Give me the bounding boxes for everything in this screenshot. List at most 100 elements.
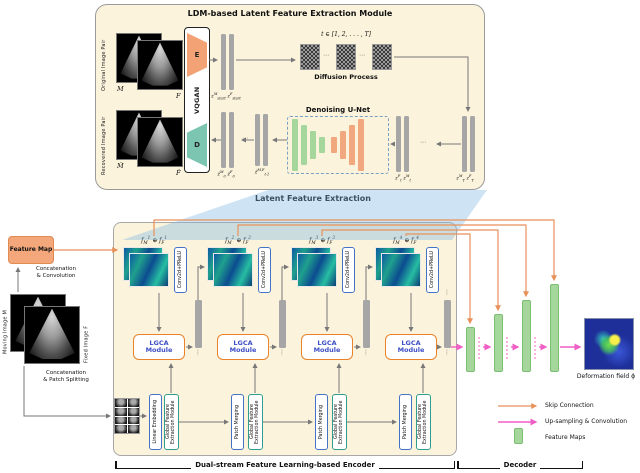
encoder-bracket: Dual-stream Feature Learning-based Encod…: [115, 457, 455, 469]
conv-prelu-label: Conv2d+PReLU: [261, 251, 267, 289]
patch-cell: [115, 416, 127, 425]
vertical-ellipsis: ⋮: [279, 349, 285, 356]
decoder-bracket: Decoder: [457, 457, 584, 469]
original-fixed-image: [137, 40, 183, 90]
feature-fusion-label: fM4 ⊕ fF4: [393, 235, 419, 246]
patch-merging-label: Patch Merging: [318, 404, 324, 440]
bracket-tick: [453, 461, 455, 469]
vertical-ellipsis: ⋮: [444, 289, 450, 296]
lgca-line1: LGCA: [401, 338, 421, 347]
conv-prelu-label: Conv2d+PReLU: [345, 251, 351, 289]
lgca-module: LGCA Module: [133, 334, 185, 360]
unet-feature-bar: [301, 125, 307, 165]
concat-patch-label: Concatenation & Patch Splitting: [30, 370, 102, 384]
patch-merging-label: Patch Merging: [234, 404, 240, 440]
legend-skip-label: Skip Connection: [545, 402, 594, 409]
diffusion-thumbnail: [372, 44, 392, 70]
zt1-label: ẑM,Ft-1: [254, 168, 270, 177]
deformation-field-label: Deformation field ϕ: [576, 373, 636, 380]
encoder-letter: E: [194, 51, 200, 59]
conv-prelu-label: Conv2d+PReLU: [429, 251, 435, 289]
bracket-line: [540, 467, 582, 469]
bracket-tick: [115, 461, 117, 469]
ellipsis: ⋯: [161, 281, 167, 288]
fixed-hat-letter: F̂: [176, 169, 181, 177]
conv-prelu-box: Conv2d+PReLU: [258, 247, 271, 293]
moving-hat-letter: M̂: [117, 162, 124, 170]
lgca-line1: LGCA: [317, 338, 337, 347]
concat-conv-line1: Concatenation: [35, 266, 77, 272]
conv-prelu-label: Conv2d+PReLU: [177, 251, 183, 289]
bracket-line: [378, 467, 454, 469]
moving-letter: M: [117, 85, 124, 93]
deformation-field-image: [584, 318, 634, 370]
latent-bar: [462, 116, 467, 172]
latent-bar: [229, 112, 234, 168]
linear-embedding-label: Linear Embedding: [152, 400, 158, 444]
unet-feature-bar: [349, 125, 355, 165]
gfem-box: Global Feature Extraction Module: [248, 394, 263, 450]
original-pair-label: Original Image Pair: [101, 39, 107, 91]
legend-feature-maps-label: Feature Maps: [545, 434, 586, 441]
recovered-fixed-image: [137, 117, 183, 167]
zT-label: zMT zFT: [456, 174, 474, 183]
patch-cell: [127, 407, 139, 416]
encoder-feature-bar: [195, 300, 202, 348]
unet-feature-bar: [319, 137, 325, 153]
gfem-box: Global Feature Extraction Module: [164, 394, 179, 450]
patch-thumbnails: [114, 398, 140, 434]
latent-bar: [470, 116, 475, 172]
concat-patch-line1: Concatenation: [45, 370, 87, 376]
unet-feature-bar: [340, 131, 346, 159]
linear-embedding-box: Linear Embedding: [149, 394, 162, 450]
patch-cell: [115, 425, 127, 433]
gfem-label: Global Feature Extraction Module: [418, 400, 429, 444]
lgca-module: LGCA Module: [217, 334, 269, 360]
concat-patch-line2: & Patch Splitting: [43, 377, 89, 384]
patch-merging-box: Patch Merging: [315, 394, 328, 450]
feature-fusion-label: fM3 ⊕ fF3: [309, 235, 335, 246]
vqgan-decoder-trapezoid: D: [187, 123, 207, 167]
lgca-module: LGCA Module: [385, 334, 437, 360]
lgca-line2: Module: [313, 346, 341, 354]
gfem-label: Global Feature Extraction Module: [334, 400, 345, 444]
patch-cell: [127, 399, 139, 407]
latent-bar: [229, 34, 234, 90]
decoder-feature-bar: [550, 284, 559, 372]
diffusion-thumbnail: [336, 44, 356, 70]
ellipsis: ⋯: [413, 281, 419, 288]
legend-upsample-label: Up-sampling & Convolution: [545, 418, 628, 425]
feature-fusion-label: fM1 ⊕ fF1: [141, 235, 167, 246]
patch-cell: [115, 399, 127, 407]
feature-map-box: Feature Map: [8, 236, 54, 264]
latent-bar: [221, 112, 226, 168]
encoder-bracket-label: Dual-stream Feature Learning-based Encod…: [195, 461, 375, 469]
fixed-letter: F: [176, 92, 181, 100]
vqgan-encoder-trapezoid: E: [187, 33, 207, 77]
lgca-line2: Module: [145, 346, 173, 354]
recovered-pair-label: Recovered Image Pair: [101, 116, 107, 176]
lgca-module: LGCA Module: [301, 334, 353, 360]
lgca-line2: Module: [229, 346, 257, 354]
conv-prelu-box: Conv2d+PReLU: [426, 247, 439, 293]
encoder-feature-bar: [279, 300, 286, 348]
legend-feature-map-swatch: [514, 428, 523, 444]
conv-prelu-box: Conv2d+PReLU: [174, 247, 187, 293]
feature-fusion-label: fM2 ⊕ fF2: [225, 235, 251, 246]
vertical-ellipsis: ⋮: [363, 289, 369, 296]
bracket-line: [116, 467, 192, 469]
zt-label: zFt zMt: [395, 174, 411, 183]
vertical-ellipsis: ⋮: [363, 349, 369, 356]
concat-conv-label: Concatenation & Convolution: [24, 266, 88, 280]
unet-label: Denoising U-Net: [305, 106, 371, 114]
vertical-ellipsis: ⋮: [195, 289, 201, 296]
feature-map-box-label: Feature Map: [9, 246, 53, 254]
fixed-image: [24, 306, 80, 364]
gfem-box: Global Feature Extraction Module: [332, 394, 347, 450]
patch-cell: [115, 407, 127, 416]
unet-feature-bar: [331, 137, 337, 153]
latent-bar: [396, 116, 401, 172]
unet-box: [287, 116, 389, 174]
patch-merging-box: Patch Merging: [399, 394, 412, 450]
